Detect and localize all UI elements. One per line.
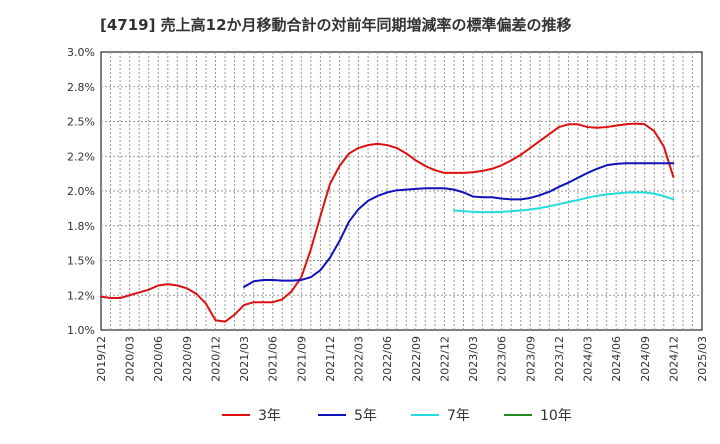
x-tick-label: 2020/09	[181, 336, 194, 382]
x-tick-label: 2020/06	[152, 336, 165, 382]
x-tick-label: 2025/03	[696, 336, 709, 382]
legend-label: 10年	[540, 408, 572, 424]
series-line-3年	[100, 122, 675, 323]
y-tick-label: 2.5%	[67, 116, 95, 129]
y-tick-label: 3.0%	[67, 46, 95, 59]
x-tick-label: 2022/03	[353, 336, 366, 382]
x-tick-label: 2023/09	[524, 336, 537, 382]
x-tick-label: 2021/09	[295, 336, 308, 382]
x-tick-label: 2022/06	[381, 336, 394, 382]
x-axis-ticks: 2019/12 2020/03 2020/06 2020/09 2020/12 2021/…	[95, 336, 709, 382]
y-tick-label: 2.8%	[67, 81, 95, 94]
x-tick-label: 2023/06	[496, 336, 509, 382]
y-tick-label: 1.2%	[67, 289, 95, 302]
y-tick-label: 2.0%	[67, 185, 95, 198]
legend-label: 3年	[258, 408, 281, 424]
series-lines	[100, 122, 675, 323]
legend-label: 5年	[354, 408, 377, 424]
x-tick-label: 2022/09	[410, 336, 423, 382]
x-tick-label: 2020/12	[209, 336, 222, 382]
legend: 3年 5年 7年 10年	[222, 408, 572, 424]
x-tick-label: 2021/12	[324, 336, 337, 382]
x-tick-label: 2023/03	[467, 336, 480, 382]
series-line-5年	[243, 162, 675, 288]
chart-title: [4719] 売上高12か月移動合計の対前年同期増減率の標準偏差の推移	[100, 16, 572, 34]
grid	[101, 52, 702, 330]
x-tick-label: 2019/12	[95, 336, 108, 382]
series-line-7年	[452, 191, 675, 214]
y-tick-label: 1.8%	[67, 220, 95, 233]
x-tick-label: 2024/09	[639, 336, 652, 382]
legend-label: 7年	[447, 408, 470, 424]
x-tick-label: 2022/12	[438, 336, 451, 382]
x-tick-label: 2023/12	[553, 336, 566, 382]
x-tick-label: 2020/03	[124, 336, 137, 382]
y-tick-label: 1.5%	[67, 255, 95, 268]
y-tick-label: 2.2%	[67, 150, 95, 163]
y-axis-ticks: 1.0% 1.2% 1.5% 1.8% 2.0% 2.2% 2.5% 2.8% 3.0%	[67, 46, 95, 337]
x-tick-label: 2021/06	[267, 336, 280, 382]
x-tick-label: 2024/06	[610, 336, 623, 382]
x-tick-label: 2024/03	[582, 336, 595, 382]
x-tick-label: 2021/03	[238, 336, 251, 382]
y-tick-label: 1.0%	[67, 324, 95, 337]
x-tick-label: 2024/12	[667, 336, 680, 382]
